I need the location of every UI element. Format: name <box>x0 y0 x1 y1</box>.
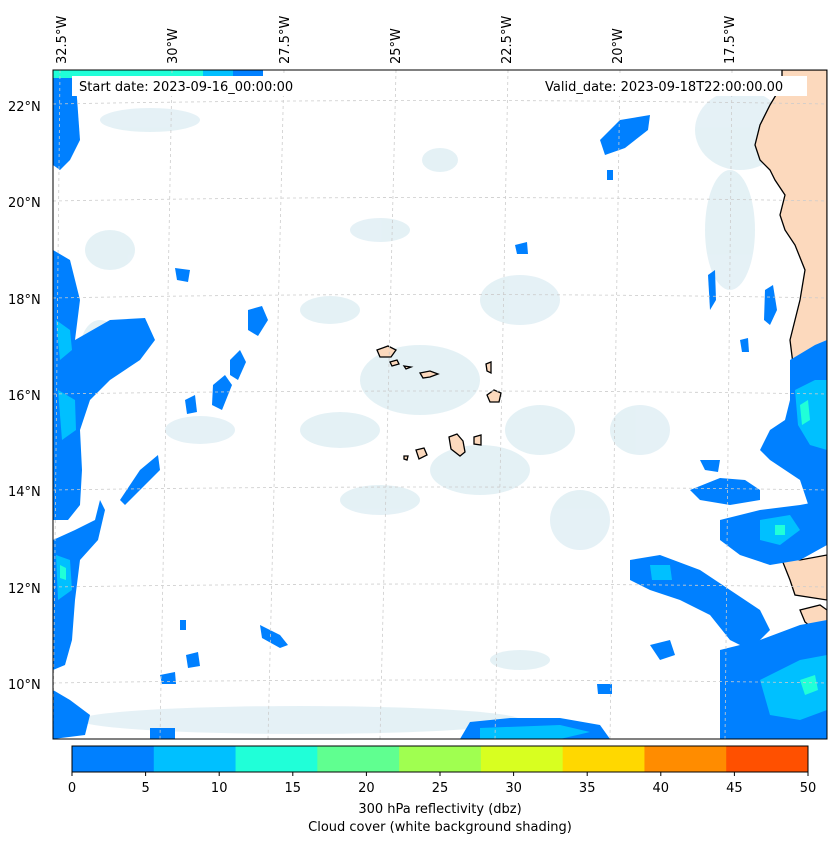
colorbar-swatch <box>399 746 482 772</box>
start-date-label: Start date: 2023-09-16_00:00:00 <box>79 80 293 95</box>
top-strip <box>53 70 263 78</box>
lat-label: 10°N <box>8 678 41 693</box>
island-santiago <box>448 433 466 457</box>
valid-date-label: Valid_date: 2023-09-18T22:00:00.00 <box>545 80 783 95</box>
lat-label: 12°N <box>8 582 41 597</box>
lon-label: 17.5°W <box>723 16 738 64</box>
colorbar-sublabel: Cloud cover (white background shading) <box>308 820 572 835</box>
colorbar-swatch <box>726 746 809 772</box>
lon-label: 32.5°W <box>55 16 70 64</box>
colorbar-swatch <box>72 746 155 772</box>
colorbar-swatch <box>480 746 564 772</box>
island-sao-vicente <box>389 359 400 367</box>
colorbar-tick-label: 45 <box>726 781 743 796</box>
lat-label: 14°N <box>8 485 41 500</box>
colorbar-tick-label: 25 <box>432 781 449 796</box>
lon-label: 22.5°W <box>500 16 515 64</box>
island-santo-antao <box>376 345 397 358</box>
colorbar-tick-label: 20 <box>358 781 375 796</box>
map-frame <box>52 69 828 740</box>
colorbar-swatch <box>153 746 237 772</box>
longitude-labels: 32.5°W 30°W 27.5°W 25°W 22.5°W 20°W 17.5… <box>55 16 738 64</box>
colorbar: 0 5 10 15 20 25 30 35 40 45 50 300 hPa reflectivit… <box>68 745 816 835</box>
latitude-labels: 22°N 20°N 18°N 16°N 14°N 12°N 10°N <box>8 100 41 693</box>
lat-label: 20°N <box>8 196 41 211</box>
island-maio <box>473 434 482 446</box>
reflectivity-layer <box>53 70 827 739</box>
island-sao-nicolau <box>418 370 440 379</box>
island-santa-luzia <box>402 365 414 370</box>
island-brava <box>403 455 409 461</box>
colorbar-swatch <box>562 746 645 772</box>
colorbar-tick-label: 40 <box>653 781 670 796</box>
lon-label: 30°W <box>166 28 181 64</box>
colorbar-tick-label: 0 <box>68 781 76 796</box>
colorbar-label: 300 hPa reflectivity (dbz) <box>358 802 521 817</box>
colorbar-tick-label: 50 <box>800 781 817 796</box>
colorbar-ticks: 0 5 10 15 20 25 30 35 40 45 50 <box>68 772 816 796</box>
colorbar-tick-label: 35 <box>579 781 596 796</box>
colorbar-swatch <box>644 746 727 772</box>
lon-label: 27.5°W <box>278 16 293 64</box>
lat-label: 22°N <box>8 100 41 115</box>
colorbar-tick-label: 10 <box>211 781 228 796</box>
island-sal <box>485 361 492 375</box>
start-date-box <box>72 76 312 96</box>
gridlines <box>53 70 827 739</box>
colorbar-swatches <box>72 746 809 772</box>
colorbar-tick-label: 5 <box>141 781 149 796</box>
colorbar-swatch <box>317 746 400 772</box>
lat-label: 18°N <box>8 293 41 308</box>
island-fogo <box>415 447 428 460</box>
colorbar-tick-label: 15 <box>285 781 302 796</box>
colorbar-tick-label: 30 <box>505 781 522 796</box>
lat-label: 16°N <box>8 389 41 404</box>
lon-label: 20°W <box>611 28 626 64</box>
lon-label: 25°W <box>389 28 404 64</box>
valid-date-box <box>540 76 807 96</box>
colorbar-swatch <box>235 746 318 772</box>
